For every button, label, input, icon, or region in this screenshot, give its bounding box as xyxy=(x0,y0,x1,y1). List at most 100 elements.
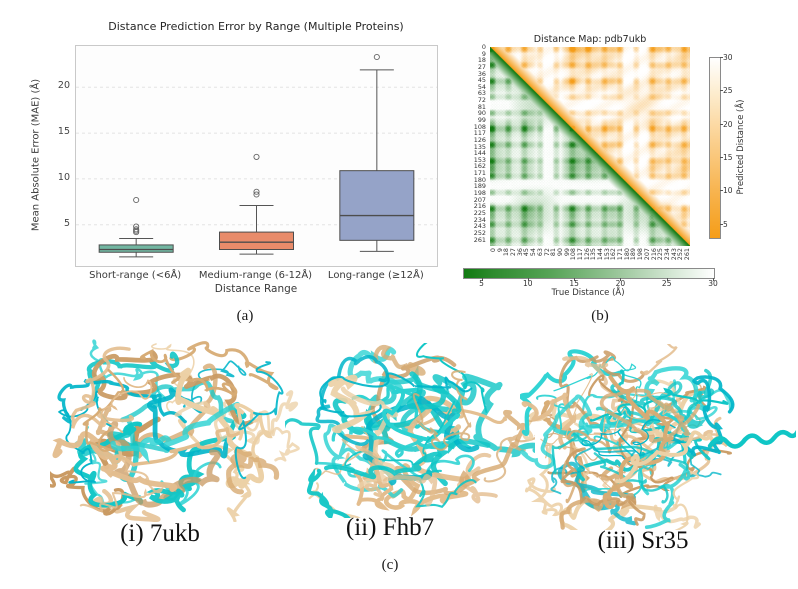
heatmap-y-tick-label: 171 xyxy=(473,169,486,178)
ribbon-stroke xyxy=(57,390,112,484)
colorbar-tick-label: 15 xyxy=(569,279,579,288)
ribbon-stroke xyxy=(373,345,426,376)
outlier-point xyxy=(133,196,140,204)
ribbon-stroke xyxy=(615,430,714,484)
ribbon-stroke xyxy=(100,377,153,434)
outlier-point xyxy=(373,53,380,61)
protein-label-7ukb: (i) 7ukb xyxy=(120,520,200,547)
protein-structure-sr35 xyxy=(520,344,796,530)
ribbon-stroke xyxy=(562,355,633,411)
heatmap-y-tick-label: 63 xyxy=(477,89,486,98)
ribbon-stroke xyxy=(653,503,701,529)
ribbon-stroke xyxy=(560,447,646,526)
ribbon-stroke xyxy=(602,375,674,509)
colorbar-tick-mark xyxy=(527,278,529,281)
ribbon-stroke xyxy=(107,420,221,508)
caption-a: (a) xyxy=(236,308,254,324)
boxplot-x-axis-label: Distance Range xyxy=(214,283,298,295)
colorbar-tick-mark xyxy=(481,278,483,281)
caption-b: (b) xyxy=(591,308,609,324)
heatmap-y-tick-label: 180 xyxy=(473,175,486,184)
outlier-point xyxy=(253,191,260,198)
category-label: Short-range (<6Å) xyxy=(89,270,182,281)
colorbar-tick-label: 5 xyxy=(723,219,728,229)
ribbon-stroke xyxy=(617,369,711,461)
ribbon-stroke xyxy=(521,392,577,450)
heatmap-x-tick-label: 261 xyxy=(683,248,691,261)
heatmap-y-tick-label: 153 xyxy=(473,155,486,164)
heatmap-y-tick-label: 198 xyxy=(473,189,486,198)
protein-label-fhb7: (ii) Fhb7 xyxy=(345,514,435,541)
ribbon-stroke xyxy=(178,418,252,522)
y-tick-label: 20 xyxy=(57,80,70,92)
protein-label-sr35: (iii) Sr35 xyxy=(597,527,689,554)
colorbar-tick-label: 30 xyxy=(708,279,718,288)
colorbar-tick-mark xyxy=(720,223,723,225)
ribbon-stroke xyxy=(416,343,488,413)
colorbar-tick-mark xyxy=(720,57,723,58)
heatmap-y-tick-label: 162 xyxy=(473,162,486,171)
ribbon-stroke xyxy=(92,350,254,427)
boxplot-chart xyxy=(76,53,437,258)
boxplot-y-axis-label: Mean Absolute Error (MAE) (Å) xyxy=(30,78,42,232)
box xyxy=(98,244,174,253)
heatmap-y-tick-label: 189 xyxy=(473,182,486,191)
colorbar-tick-label: 20 xyxy=(723,119,733,129)
ribbon-stroke xyxy=(169,341,279,391)
heatmap-y-tick-label: 234 xyxy=(473,215,486,224)
ribbon-stroke xyxy=(651,470,700,530)
heatmap-y-tick-label: 117 xyxy=(473,129,486,138)
colorbar-tick-label: 25 xyxy=(661,279,672,288)
ribbon-stroke xyxy=(382,387,461,443)
ribbon-stroke xyxy=(50,466,125,516)
ribbon-stroke xyxy=(598,390,676,437)
heatmap-y-tick-label: 18 xyxy=(477,56,486,65)
heatmap-y-tick-label: 243 xyxy=(473,222,486,231)
ribbon-stroke xyxy=(665,375,735,457)
predicted-distance-colorbar xyxy=(709,57,721,239)
heatmap-y-tick-label: 0 xyxy=(481,43,486,51)
heatmap-y-tick-label: 54 xyxy=(477,82,486,91)
y-tick-label: 10 xyxy=(57,171,70,183)
ribbon-stroke xyxy=(559,498,663,530)
colorbar-tick-label: 10 xyxy=(523,279,533,288)
ribbon-stroke xyxy=(524,443,564,517)
ribbon-stroke xyxy=(483,433,535,483)
colorbar-tick-mark xyxy=(666,278,668,281)
heatmap-y-tick-label: 81 xyxy=(477,102,486,111)
heatmap-y-tick-label: 36 xyxy=(477,69,486,78)
ribbon-stroke xyxy=(393,409,527,496)
colorbar-tick-mark xyxy=(720,190,723,192)
heatmap-y-tick-label: 99 xyxy=(477,116,486,125)
ribbon-stroke xyxy=(139,348,238,398)
colorbar-tick-mark xyxy=(720,157,723,158)
y-tick-label: 5 xyxy=(63,217,70,229)
ribbon-stroke xyxy=(355,442,438,506)
heatmap-y-tick-label: 27 xyxy=(477,62,486,71)
colorbar-tick-label: 10 xyxy=(723,186,733,196)
boxplot-plot-area xyxy=(75,45,438,267)
ribbon-stroke xyxy=(599,388,701,443)
protein-structure-7ukb xyxy=(50,339,300,522)
category-label: Medium-range (6-12Å) xyxy=(198,270,313,281)
heatmap-y-tick-label: 207 xyxy=(473,195,486,204)
protein-structure-fhb7 xyxy=(285,343,535,518)
ribbon-stroke xyxy=(82,369,125,452)
ribbon-stroke xyxy=(222,401,300,462)
outlier-point xyxy=(253,153,260,160)
ribbon-stroke xyxy=(319,372,473,418)
ribbon-stroke xyxy=(340,386,398,489)
heatmap-y-tick-label: 9 xyxy=(481,49,486,58)
ribbon-stroke xyxy=(307,467,351,518)
heatmap-y-tick-label: 108 xyxy=(473,122,486,131)
heatmap-title: Distance Map: pdb7ukb xyxy=(533,34,647,45)
outlier-point xyxy=(133,223,140,230)
heatmap-y-tick-label: 135 xyxy=(473,142,486,151)
heatmap-y-tick-label: 126 xyxy=(473,135,486,144)
colorbar-tick-mark xyxy=(574,278,576,281)
ribbon-stroke xyxy=(407,371,462,414)
ribbon-stroke xyxy=(589,387,729,422)
ribbon-stroke xyxy=(639,344,678,376)
heatmap-y-tick-label: 45 xyxy=(477,76,486,85)
